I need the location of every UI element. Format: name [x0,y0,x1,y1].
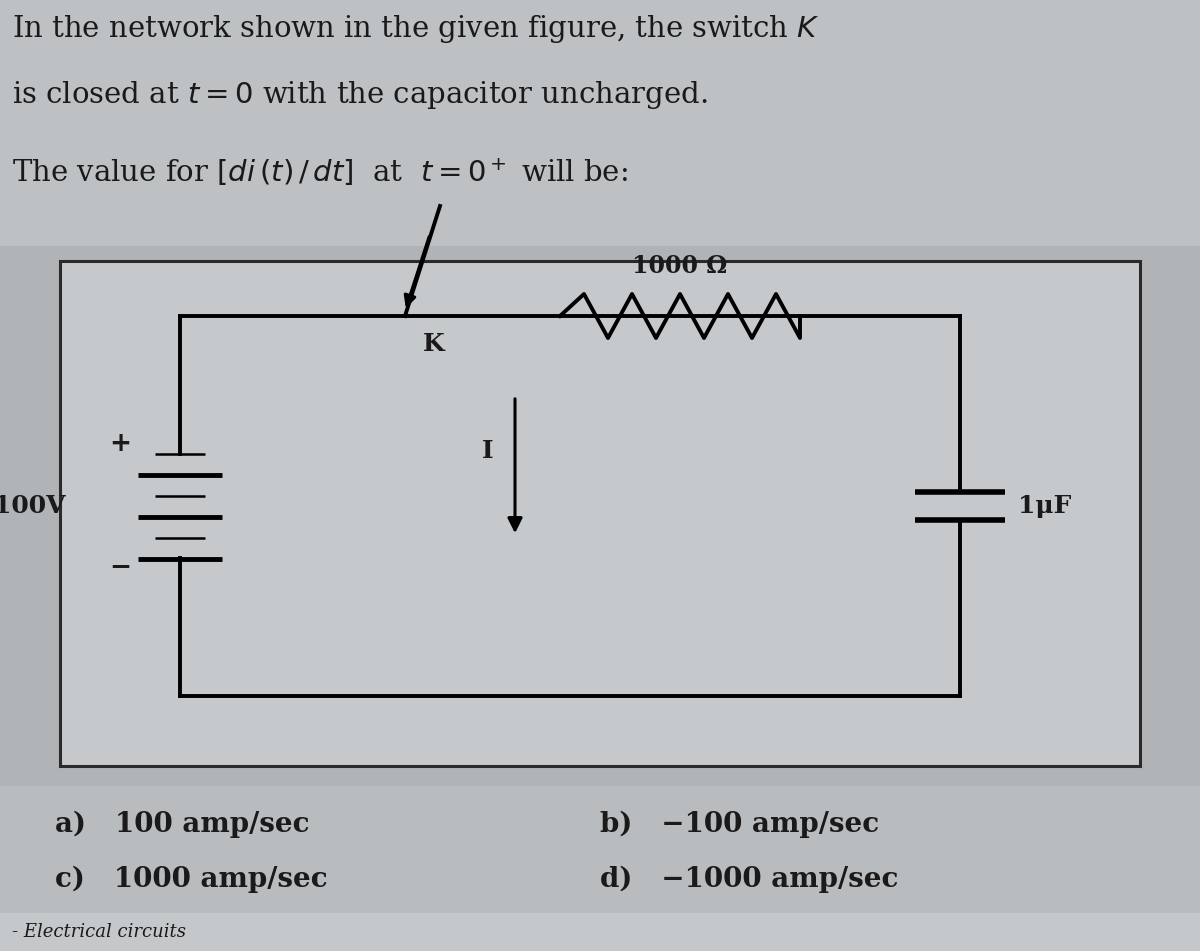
Text: In the network shown in the given figure, the switch $K$: In the network shown in the given figure… [12,13,820,45]
Text: - Electrical circuits: - Electrical circuits [12,923,186,941]
Bar [0,0,1200,246]
Text: 100V: 100V [0,494,65,518]
Text: c)   1000 amp/sec: c) 1000 amp/sec [55,865,328,893]
Bar [0,246,1200,786]
Text: b)   −100 amp/sec: b) −100 amp/sec [600,810,880,838]
Text: a)   100 amp/sec: a) 100 amp/sec [55,810,310,838]
Text: +: + [109,431,131,457]
Text: I: I [481,439,493,463]
FancyBboxPatch shape [60,261,1140,766]
Text: −: − [109,555,131,581]
Text: is closed at $t = 0$ with the capacitor uncharged.: is closed at $t = 0$ with the capacitor … [12,79,708,111]
Text: 1000 Ω: 1000 Ω [632,254,727,278]
Text: 1μF: 1μF [1018,494,1072,518]
Bar [0,786,1200,913]
Bar [0,913,1200,951]
Text: The value for $[di\,(t)\,/\,dt]$  at  $t = 0^+$ will be:: The value for $[di\,(t)\,/\,dt]$ at $t =… [12,156,628,187]
Text: K: K [422,332,445,356]
Text: d)   −1000 amp/sec: d) −1000 amp/sec [600,865,899,893]
